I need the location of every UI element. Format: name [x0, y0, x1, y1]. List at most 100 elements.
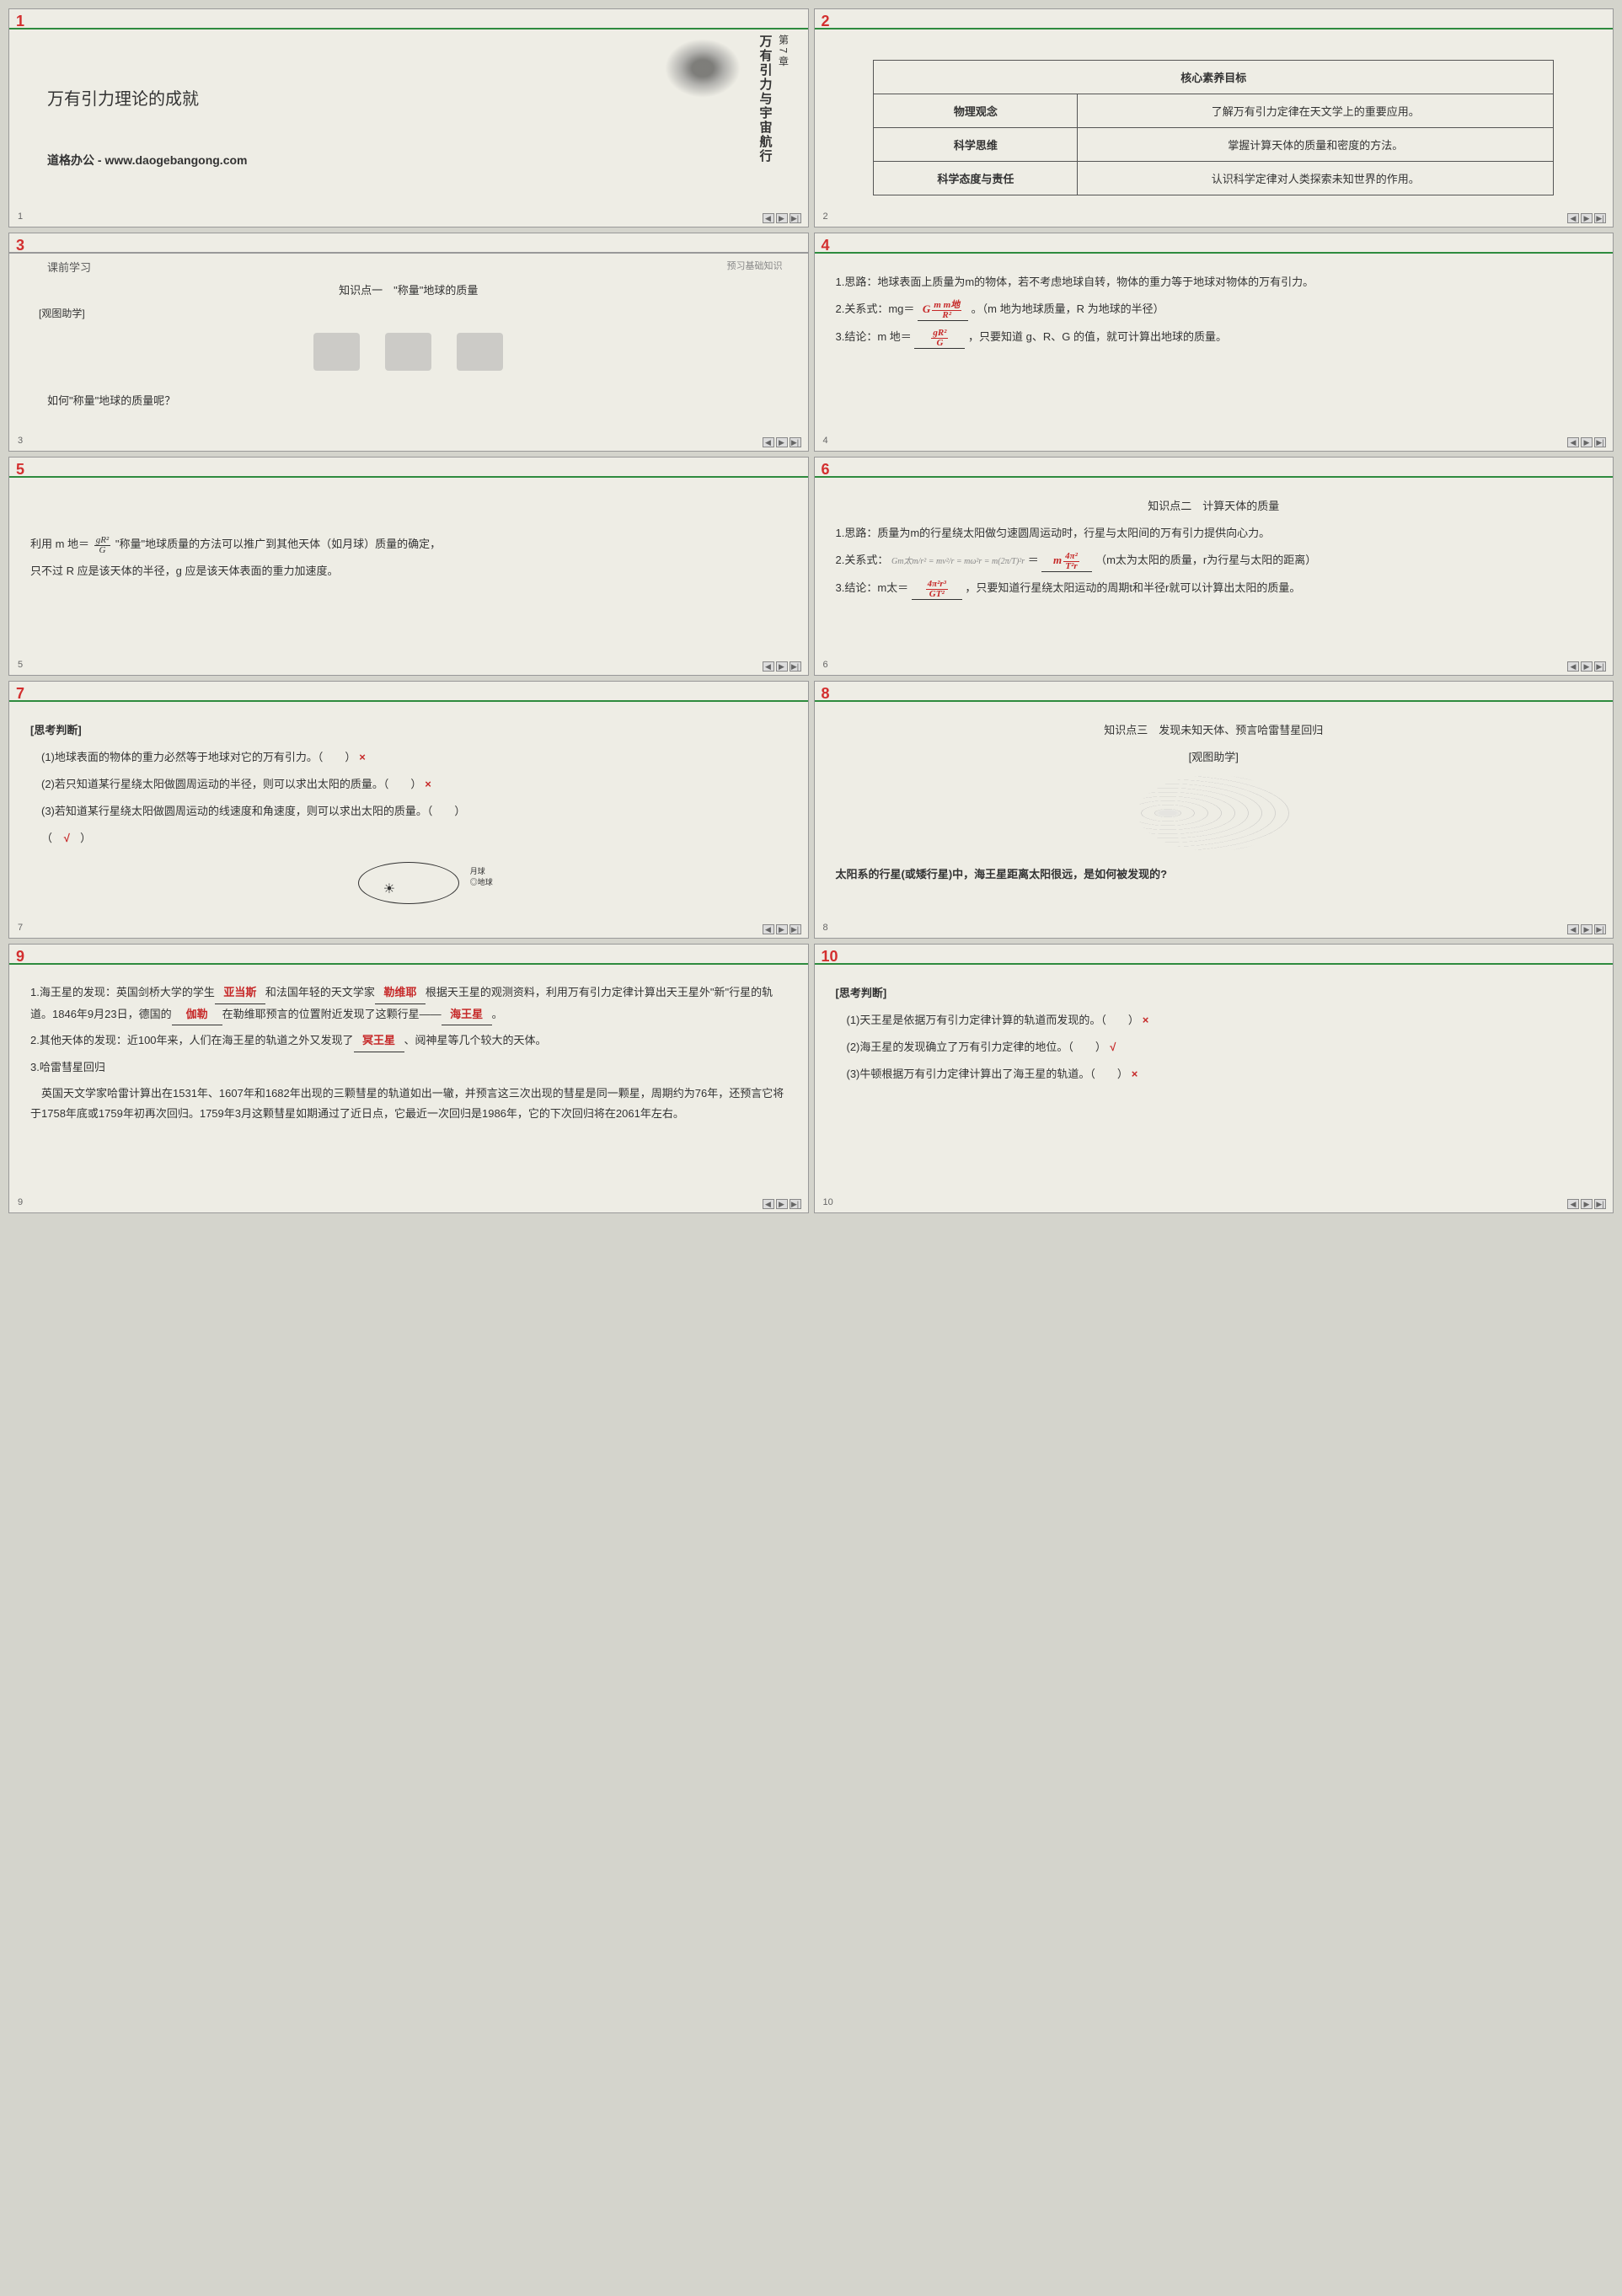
answer-mark: √ — [1110, 1041, 1116, 1053]
nav-next-icon[interactable]: ▶ — [1581, 213, 1593, 223]
blank-pluto: 冥王星 — [354, 1030, 404, 1052]
text: 利用 m 地＝ — [30, 538, 89, 550]
nav-end-icon[interactable]: ▶| — [1594, 661, 1606, 672]
content-body: 1.思路：地球表面上质量为m的物体，若不考虑地球自转，物体的重力等于地球对物体的… — [836, 271, 1593, 349]
nav-next-icon[interactable]: ▶ — [1581, 924, 1593, 934]
content-body: 1.海王星的发现：英国剑桥大学的学生亚当斯和法国年轻的天文学家勒维耶根据天王星的… — [30, 982, 787, 1125]
orbit-ellipse — [358, 862, 459, 904]
text: 。（m 地为地球质量，R 为地球的半径） — [972, 302, 1164, 315]
nav-end-icon[interactable]: ▶| — [790, 213, 801, 223]
objectives-table: 核心素养目标 物理观念 了解万有引力定律在天文学上的重要应用。 科学思维 掌握计… — [873, 60, 1554, 195]
nav-controls: ◀ ▶ ▶| — [1567, 1199, 1606, 1209]
row-value: 认识科学定律对人类探索未知世界的作用。 — [1078, 162, 1554, 195]
denominator: G — [97, 546, 107, 555]
page-number: 10 — [823, 1197, 833, 1207]
kpoint-title: 知识点二 计算天体的质量 — [836, 495, 1593, 517]
nav-controls: ◀ ▶ ▶| — [1567, 661, 1606, 672]
q2: (2)海王星的发现确立了万有引力定律的地位。（ ） √ — [836, 1036, 1593, 1058]
nav-next-icon[interactable]: ▶ — [776, 437, 788, 447]
nav-prev-icon[interactable]: ◀ — [1567, 213, 1579, 223]
text: ＝ — [1028, 554, 1039, 566]
source-link: 道格办公 - www.daogebangong.com — [47, 152, 787, 169]
page-number: 6 — [823, 660, 828, 670]
nav-next-icon[interactable]: ▶ — [776, 661, 788, 672]
text: （m太为太阳的质量，r为行星与太阳的距离） — [1095, 554, 1316, 566]
numerator: 4π² — [1063, 552, 1079, 562]
nav-next-icon[interactable]: ▶ — [776, 1199, 788, 1209]
balance-scale-icon — [313, 333, 360, 371]
unit-title-vertical: 万有引力与宇宙航行 — [757, 35, 774, 163]
nav-end-icon[interactable]: ▶| — [1594, 213, 1606, 223]
formula-blank: gR²G — [914, 326, 965, 349]
slide-5: 5 利用 m 地＝ gR²G "称量"地球质量的方法可以推广到其他天体（如月球）… — [8, 457, 809, 676]
page-number: 1 — [18, 211, 23, 222]
nav-end-icon[interactable]: ▶| — [1594, 924, 1606, 934]
text: 2.其他天体的发现：近100年来，人们在海王星的轨道之外又发现了 — [30, 1034, 354, 1046]
nav-end-icon[interactable]: ▶| — [790, 661, 801, 672]
nav-prev-icon[interactable]: ◀ — [763, 437, 774, 447]
section-label: 课前学习 — [47, 259, 787, 275]
earth-label: ◎地球 — [470, 877, 493, 888]
row-value: 掌握计算天体的质量和密度的方法。 — [1078, 128, 1554, 162]
nav-prev-icon[interactable]: ◀ — [763, 924, 774, 934]
platform-scale-icon — [385, 333, 431, 371]
nav-prev-icon[interactable]: ◀ — [763, 661, 774, 672]
answer-mark: × — [359, 751, 366, 763]
section-title: [思考判断] — [30, 720, 787, 741]
q-text: (2)若只知道某行星绕太阳做圆周运动的半径，则可以求出太阳的质量。（ ） — [41, 778, 421, 790]
para-3-title: 3.哈雷彗星回归 — [30, 1057, 787, 1078]
row-value: 了解万有引力定律在天文学上的重要应用。 — [1078, 94, 1554, 128]
spring-scale-icon — [457, 333, 503, 371]
page-number: 2 — [823, 211, 828, 222]
scales-illustration — [30, 333, 787, 371]
observe-label: [观图助学] — [39, 306, 787, 320]
text: 在勒维耶预言的位置附近发现了这颗行星—— — [222, 1008, 442, 1020]
text: 。 — [492, 1008, 503, 1020]
nav-next-icon[interactable]: ▶ — [776, 213, 788, 223]
nav-end-icon[interactable]: ▶| — [790, 437, 801, 447]
slide-4: 4 1.思路：地球表面上质量为m的物体，若不考虑地球自转，物体的重力等于地球对物… — [814, 233, 1614, 452]
line-3: 3.结论：m 地＝ gR²G ，只要知道 g、R、G 的值，就可计算出地球的质量… — [836, 326, 1593, 349]
slide-8: 8 知识点三 发现未知天体、预言哈雷彗星回归 [观图助学] 太阳系的行星(或矮行… — [814, 681, 1614, 939]
nav-end-icon[interactable]: ▶| — [790, 1199, 801, 1209]
text: 、阋神星等几个较大的天体。 — [404, 1034, 547, 1046]
table-header: 核心素养目标 — [874, 61, 1554, 94]
para-3: 英国天文学家哈雷计算出在1531年、1607年和1682年出现的三颗彗星的轨道如… — [30, 1084, 787, 1125]
line-2: 2.关系式：mg＝ Gm m地R² 。（m 地为地球质量，R 为地球的半径） — [836, 298, 1593, 321]
nav-next-icon[interactable]: ▶ — [1581, 661, 1593, 672]
line-2: 2.关系式： Gm太m/r² = mv²/r = mω²r = m(2π/T)²… — [836, 549, 1593, 572]
nav-prev-icon[interactable]: ◀ — [1567, 437, 1579, 447]
nav-controls: ◀ ▶ ▶| — [1567, 924, 1606, 934]
nav-next-icon[interactable]: ▶ — [1581, 1199, 1593, 1209]
slide-2: 2 核心素养目标 物理观念 了解万有引力定律在天文学上的重要应用。 科学思维 掌… — [814, 8, 1614, 227]
g-const: G — [923, 302, 930, 315]
denominator: R² — [940, 311, 953, 320]
formula-blank: m4π²T²r — [1041, 549, 1092, 572]
row-label: 物理观念 — [874, 94, 1078, 128]
nav-end-icon[interactable]: ▶| — [1594, 1199, 1606, 1209]
nav-end-icon[interactable]: ▶| — [790, 924, 801, 934]
nav-prev-icon[interactable]: ◀ — [1567, 924, 1579, 934]
nav-prev-icon[interactable]: ◀ — [1567, 661, 1579, 672]
q-text: (2)海王星的发现确立了万有引力定律的地位。（ ） — [847, 1041, 1106, 1053]
line-1: 1.思路：质量为m的行星绕太阳做匀速圆周运动时，行星与太阳间的万有引力提供向心力… — [836, 522, 1593, 544]
earth-graphic — [665, 39, 741, 98]
slide-7: 7 [思考判断] (1)地球表面的物体的重力必然等于地球对它的万有引力。（ ） … — [8, 681, 809, 939]
nav-next-icon[interactable]: ▶ — [1581, 437, 1593, 447]
nav-prev-icon[interactable]: ◀ — [1567, 1199, 1579, 1209]
top-rule — [815, 963, 1614, 965]
denominator: GT² — [928, 590, 946, 599]
q3: (3)若知道某行星绕太阳做圆周运动的线速度和角速度，则可以求出太阳的质量。（ ） — [30, 800, 787, 822]
nav-end-icon[interactable]: ▶| — [1594, 437, 1606, 447]
content-body: 知识点二 计算天体的质量 1.思路：质量为m的行星绕太阳做匀速圆周运动时，行星与… — [836, 495, 1593, 600]
line-2: 只不过 R 应是该天体的半径，g 应是该天体表面的重力加速度。 — [30, 560, 787, 582]
nav-prev-icon[interactable]: ◀ — [763, 213, 774, 223]
para-1: 1.海王星的发现：英国剑桥大学的学生亚当斯和法国年轻的天文学家勒维耶根据天王星的… — [30, 982, 787, 1025]
formula-chain: Gm太m/r² = mv²/r = mω²r = m(2π/T)²r — [891, 557, 1025, 566]
observe-label: [观图助学] — [836, 747, 1593, 768]
blank-neptune: 海王星 — [442, 1004, 492, 1026]
nav-prev-icon[interactable]: ◀ — [763, 1199, 774, 1209]
nav-next-icon[interactable]: ▶ — [776, 924, 788, 934]
line-1: 利用 m 地＝ gR²G "称量"地球质量的方法可以推广到其他天体（如月球）质量… — [30, 533, 787, 555]
chapter-label: 第 7 章 — [777, 35, 791, 66]
